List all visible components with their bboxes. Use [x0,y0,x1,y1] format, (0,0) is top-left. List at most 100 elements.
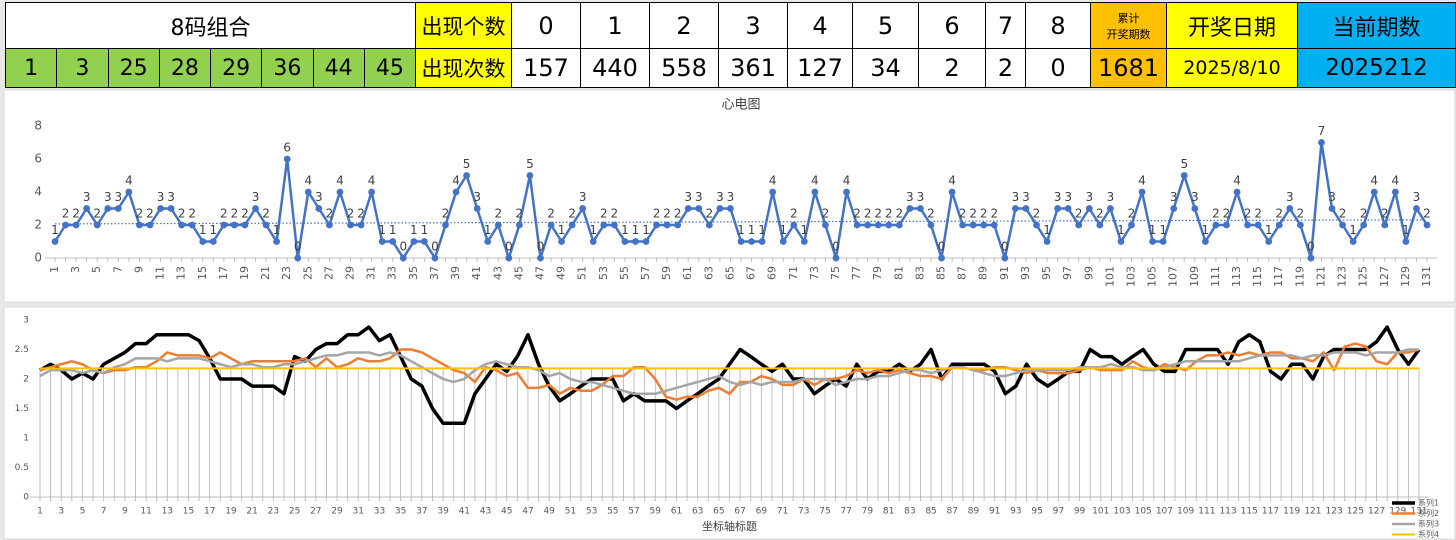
x-tick-label: 47 [522,507,533,517]
x-tick-label: 17 [217,266,230,280]
x-tick-label: 107 [1167,266,1180,287]
point [727,205,734,212]
data-label: 2 [663,207,671,221]
x-tick-label: 31 [353,507,364,517]
data-label: 2 [1254,207,1262,221]
x-tick-label: 23 [280,266,293,280]
data-label: 1 [378,223,386,237]
x-tick-label: 9 [132,266,145,273]
data-label: 5 [526,157,534,171]
data-label: 2 [494,207,502,221]
point [262,221,270,229]
y-tick-label: 0.5 [15,463,29,473]
x-tick-label: 81 [892,266,905,280]
data-label: 3 [167,190,175,204]
point [853,221,861,229]
data-label: 4 [1392,174,1400,188]
point [62,221,69,229]
point [779,238,787,245]
x-tick-label: 69 [756,507,768,517]
x-tick-label: 101 [1103,266,1116,287]
point [104,205,112,212]
data-label: 2 [674,207,682,221]
y-tick-label: 3 [23,316,29,326]
data-label: 2 [1033,207,1041,221]
data-label: 3 [115,190,123,204]
data-label: 3 [315,190,323,204]
y-tick-label: 8 [34,119,42,133]
x-tick-label: 7 [101,507,107,517]
data-label: 2 [146,207,154,221]
data-label: 2 [1223,207,1231,221]
x-tick-label: 125 [1357,266,1370,287]
x-tick-label: 91 [989,507,1000,517]
point [1212,221,1220,229]
point [547,221,555,229]
point [410,238,418,245]
point [209,238,217,245]
point [1201,238,1209,245]
data-label: 2 [262,207,270,221]
data-label: 3 [1064,190,1072,204]
point [1180,172,1188,179]
point [1328,205,1336,212]
point [1370,188,1378,196]
data-label: 3 [1191,190,1199,204]
point [484,238,492,245]
times-value: 157 [511,48,581,88]
x-tick-label: 107 [1156,507,1173,517]
point [790,221,798,229]
data-label: 3 [473,190,481,204]
x-tick-label: 13 [162,507,173,517]
point [1085,205,1093,212]
x-tick-label: 119 [1293,266,1306,287]
data-label: 2 [1244,207,1252,221]
combo-number: 29 [210,48,263,88]
point [927,221,935,229]
times-value: 2 [985,48,1026,88]
point [621,238,629,245]
data-label: 4 [125,174,133,188]
data-label: 3 [1170,190,1178,204]
x-tick-label: 105 [1146,266,1159,287]
data-label: 4 [1138,174,1146,188]
data-label: 1 [748,223,756,237]
data-label: 4 [811,174,819,188]
data-label: 1 [1043,223,1051,237]
data-label: 2 [1075,207,1083,221]
x-tick-label: 21 [259,266,272,280]
times-value: 440 [580,48,650,88]
x-tick-label: 113 [1219,507,1236,517]
point [1106,205,1114,212]
point [178,221,186,229]
data-label: 2 [326,207,334,221]
x-tick-label: 41 [459,507,470,517]
data-label: 1 [737,223,745,237]
data-label: 3 [1054,190,1062,204]
point [800,238,808,245]
times-value: 0 [1025,48,1091,88]
x-tick-label: 57 [639,266,652,280]
point [526,172,534,179]
data-label: 3 [579,190,587,204]
data-label: 1 [51,223,59,237]
x-tick-label: 77 [850,266,863,280]
point [1043,238,1051,245]
point [874,221,882,229]
times-value: 558 [649,48,719,88]
data-label: 3 [1085,190,1093,204]
data-label: 1 [1349,223,1357,237]
x-tick-label: 89 [977,266,990,280]
point [336,188,344,196]
data-label: 0 [505,240,513,254]
combo-label: 8码组合 [5,2,416,49]
point [906,205,914,212]
data-label: 1 [1202,223,1210,237]
x-tick-label: 103 [1124,266,1137,287]
data-label: 2 [706,207,714,221]
point [1022,205,1030,212]
point [1096,221,1104,229]
point [1033,221,1040,229]
point [231,221,238,229]
point [157,205,164,212]
